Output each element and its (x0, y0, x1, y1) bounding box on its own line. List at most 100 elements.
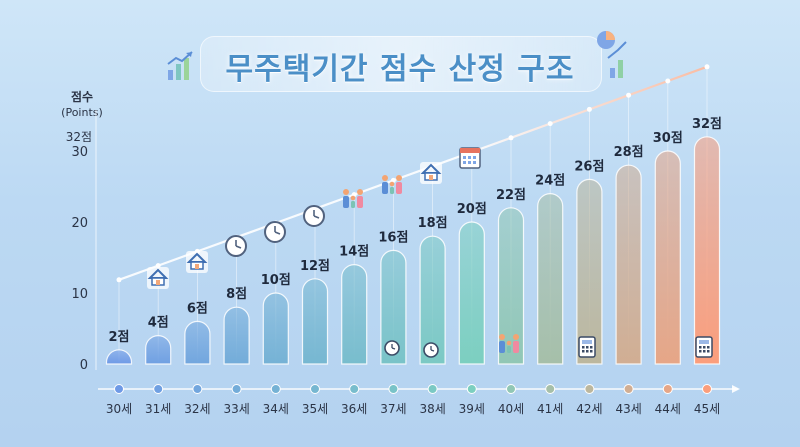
data-label: 26점 (574, 159, 604, 174)
data-label: 32점 (692, 117, 722, 132)
x-axis-dot (662, 384, 673, 394)
data-label: 14점 (339, 245, 369, 260)
pie-chart-icon (597, 31, 627, 78)
trend-point (116, 277, 122, 283)
y-tick-label: 10 (71, 287, 88, 302)
clock-icon (264, 221, 286, 243)
bar (301, 278, 329, 365)
calculator-icon (578, 336, 596, 358)
family-icon (382, 175, 402, 194)
x-tick-label: 39세 (459, 402, 485, 416)
x-tick-label: 38세 (419, 402, 445, 416)
x-axis-dot (231, 384, 242, 394)
y-max-label: 32점 (66, 130, 92, 144)
house-icon (420, 162, 442, 184)
chart-up-icon (167, 51, 193, 80)
bar (145, 335, 172, 365)
trend-point (704, 64, 710, 70)
x-axis-dot (623, 384, 634, 394)
house-icon (186, 251, 208, 273)
x-axis-dot (310, 384, 320, 394)
bar (380, 249, 407, 365)
data-label: 22점 (496, 188, 526, 203)
data-label: 28점 (614, 145, 644, 160)
trend-line (117, 65, 709, 281)
bar (576, 178, 603, 365)
x-tick-label: 40세 (498, 402, 524, 416)
x-tick-label: 32세 (184, 402, 210, 416)
trend-point (508, 135, 514, 141)
x-axis-arrow (732, 385, 740, 393)
x-tick-label: 30세 (106, 402, 132, 416)
trend-point (586, 106, 592, 112)
bar (262, 292, 289, 365)
trend-point (155, 263, 161, 269)
x-tick-label: 41세 (537, 402, 563, 416)
x-axis-dot (388, 384, 399, 394)
data-label: 12점 (300, 259, 330, 274)
data-label: 8점 (226, 287, 247, 302)
bar (105, 349, 133, 365)
y-tick-label: 30 (71, 145, 88, 160)
x-tick-label: 44세 (655, 402, 681, 416)
bar (184, 320, 211, 365)
x-tick-label: 37세 (380, 402, 406, 416)
family-icon (343, 189, 363, 208)
clock-icon (225, 235, 247, 257)
x-axis-dot (192, 384, 203, 394)
data-label: 2점 (108, 330, 129, 345)
trend-point (665, 78, 671, 84)
x-axis-dot (153, 384, 164, 394)
x-axis-dot (584, 384, 595, 394)
x-axis-dot (349, 384, 360, 394)
bar (537, 193, 564, 365)
y-axis-label: 점수 (Points) (61, 90, 103, 120)
bar (458, 221, 485, 365)
x-tick-label: 36세 (341, 402, 367, 416)
bar (654, 150, 681, 365)
x-axis-dot (702, 384, 712, 394)
trend-point (626, 92, 632, 98)
trend-point (547, 121, 553, 127)
y-tick-label: 20 (71, 216, 88, 231)
x-axis-dot (545, 384, 556, 394)
title-banner (200, 36, 602, 92)
calculator-icon (695, 336, 713, 358)
data-label: 4점 (148, 316, 169, 331)
x-axis-dot (270, 384, 281, 394)
x-axis-dot (466, 384, 477, 394)
alarm-clock-icon (384, 340, 400, 356)
x-axis-dot (427, 384, 438, 394)
data-label: 6점 (187, 301, 208, 316)
x-tick-label: 35세 (302, 402, 328, 416)
x-tick-label: 31세 (145, 402, 171, 416)
trend-point (390, 177, 396, 183)
x-tick-label: 34세 (263, 402, 289, 416)
data-label: 16점 (378, 230, 408, 245)
bar (615, 164, 642, 365)
y-axis-label-main: 점수 (70, 90, 94, 104)
data-label: 10점 (261, 273, 291, 288)
x-tick-label: 43세 (615, 402, 641, 416)
data-label: 30점 (653, 131, 683, 146)
calendar-icon (459, 147, 481, 169)
data-label: 20점 (457, 202, 487, 217)
bar (419, 235, 446, 365)
x-tick-label: 45세 (694, 402, 720, 416)
data-label: 24점 (535, 174, 565, 189)
bar (693, 136, 721, 365)
clock-icon (303, 205, 325, 227)
data-label: 18점 (418, 216, 448, 231)
bar (223, 306, 250, 365)
alarm-clock-icon (423, 342, 439, 358)
bar (341, 264, 368, 365)
x-tick-label: 42세 (576, 402, 602, 416)
chart-title: 무주택기간 점수 산정 구조 (225, 52, 575, 87)
x-tick-label: 33세 (223, 402, 249, 416)
x-axis-dot (506, 384, 516, 394)
x-axis-dot (114, 384, 124, 394)
y-tick-label: 0 (80, 358, 88, 373)
y-axis-label-sub: (Points) (61, 106, 103, 119)
house-icon (147, 267, 169, 289)
